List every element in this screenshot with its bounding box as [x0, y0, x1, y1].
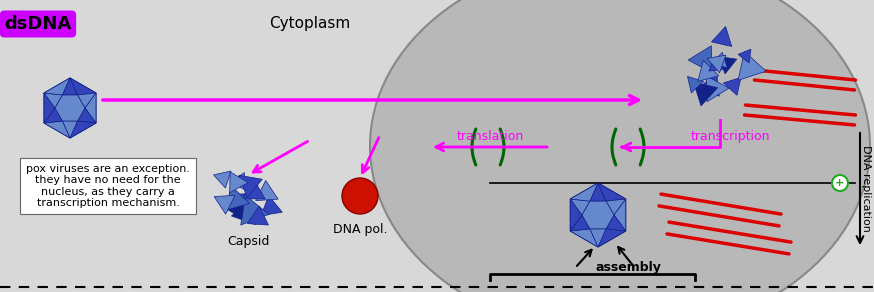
- Polygon shape: [230, 172, 248, 193]
- Polygon shape: [63, 121, 78, 138]
- Polygon shape: [590, 229, 606, 247]
- Text: transcription: transcription: [690, 130, 770, 143]
- Polygon shape: [571, 229, 598, 247]
- Polygon shape: [697, 60, 718, 81]
- Polygon shape: [78, 108, 96, 123]
- Polygon shape: [694, 82, 718, 106]
- Polygon shape: [213, 171, 231, 188]
- Polygon shape: [614, 199, 626, 231]
- Polygon shape: [688, 77, 704, 93]
- Circle shape: [832, 175, 848, 191]
- Polygon shape: [240, 195, 269, 225]
- Polygon shape: [44, 78, 96, 138]
- Text: assembly: assembly: [595, 262, 661, 274]
- Polygon shape: [571, 183, 598, 201]
- Polygon shape: [711, 52, 727, 68]
- Polygon shape: [738, 51, 766, 80]
- Polygon shape: [590, 183, 606, 201]
- Text: Cytoplasm: Cytoplasm: [269, 16, 350, 31]
- Polygon shape: [63, 78, 78, 95]
- Polygon shape: [709, 57, 725, 71]
- Polygon shape: [247, 206, 268, 225]
- Polygon shape: [255, 180, 278, 201]
- Polygon shape: [225, 186, 249, 211]
- Polygon shape: [70, 78, 96, 95]
- Polygon shape: [571, 199, 590, 215]
- Polygon shape: [706, 76, 729, 102]
- Polygon shape: [571, 215, 590, 231]
- Polygon shape: [44, 121, 70, 138]
- Polygon shape: [55, 95, 85, 121]
- Text: DNA pol.: DNA pol.: [333, 223, 387, 237]
- Ellipse shape: [370, 0, 870, 292]
- Polygon shape: [261, 196, 282, 215]
- Polygon shape: [239, 175, 262, 197]
- Polygon shape: [78, 93, 96, 108]
- Polygon shape: [44, 93, 63, 108]
- Polygon shape: [571, 183, 626, 247]
- Polygon shape: [688, 46, 712, 73]
- Polygon shape: [606, 199, 626, 215]
- Polygon shape: [70, 121, 96, 138]
- Text: translation: translation: [456, 130, 524, 143]
- Polygon shape: [242, 179, 265, 199]
- Polygon shape: [707, 55, 726, 73]
- Polygon shape: [699, 74, 719, 96]
- Text: pox viruses are an exception.
they have no need for the
nucleus, as they carry a: pox viruses are an exception. they have …: [26, 164, 190, 208]
- Polygon shape: [44, 78, 70, 95]
- Text: Capsid: Capsid: [227, 236, 269, 248]
- Polygon shape: [235, 194, 253, 210]
- Polygon shape: [44, 93, 55, 123]
- Polygon shape: [214, 195, 235, 214]
- Polygon shape: [718, 56, 737, 74]
- Text: dsDNA: dsDNA: [4, 15, 72, 33]
- Polygon shape: [85, 93, 96, 123]
- Polygon shape: [598, 183, 626, 201]
- Polygon shape: [44, 108, 63, 123]
- Polygon shape: [738, 49, 751, 63]
- Polygon shape: [711, 27, 732, 46]
- Text: DNA replication: DNA replication: [861, 145, 871, 232]
- Polygon shape: [598, 229, 626, 247]
- Polygon shape: [230, 173, 246, 190]
- Circle shape: [342, 178, 378, 214]
- Polygon shape: [232, 199, 255, 225]
- Polygon shape: [606, 215, 626, 231]
- Text: +: +: [836, 178, 844, 188]
- Polygon shape: [724, 77, 741, 95]
- Polygon shape: [571, 199, 582, 231]
- Polygon shape: [582, 201, 614, 229]
- Polygon shape: [225, 198, 242, 218]
